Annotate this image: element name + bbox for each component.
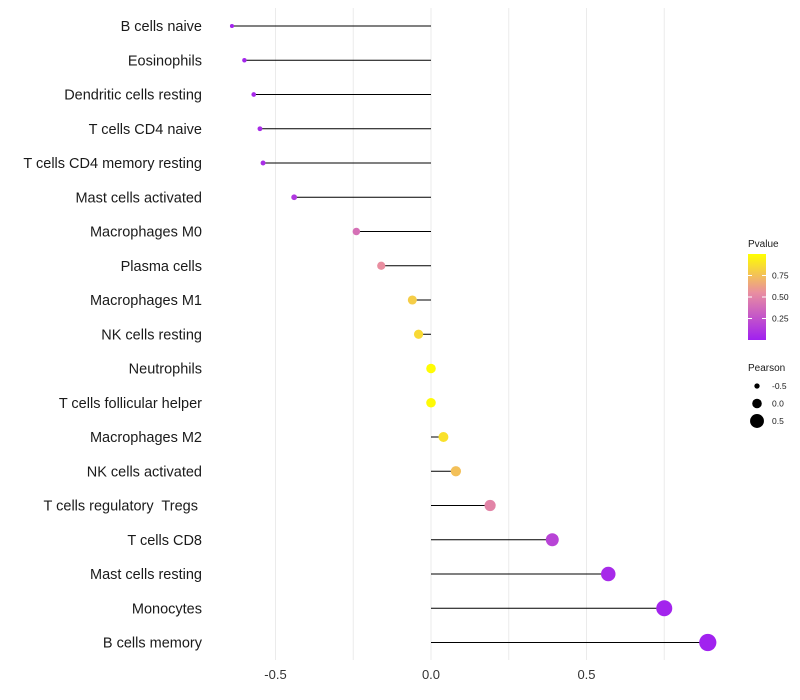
data-point (656, 600, 673, 617)
category-label: Macrophages M2 (90, 430, 202, 446)
data-point (377, 261, 386, 270)
x-tick-label: -0.5 (264, 667, 286, 682)
data-point (407, 295, 417, 305)
category-label: NK cells resting (101, 327, 202, 343)
legend-color-title: Pvalue (748, 239, 779, 250)
data-point (545, 533, 559, 547)
category-label: Dendritic cells resting (64, 88, 202, 104)
category-label: Mast cells activated (75, 190, 202, 206)
data-point (484, 499, 496, 512)
category-label: T cells regulatory Tregs (44, 499, 203, 515)
size-key-label: -0.5 (772, 381, 787, 391)
legend-size-keys: -0.5 0.0 0.5 (750, 381, 787, 428)
data-point (229, 23, 235, 29)
category-label: Macrophages M1 (90, 293, 202, 309)
x-tick-label: 0.5 (577, 667, 595, 682)
legend-size-title: Pearson (748, 363, 785, 374)
data-point (699, 633, 717, 652)
data-point (260, 160, 266, 166)
category-label: Mast cells resting (90, 567, 202, 583)
data-point (426, 397, 436, 408)
category-label: T cells CD8 (127, 533, 202, 549)
category-label: T cells follicular helper (59, 396, 202, 412)
category-label: T cells CD4 memory resting (23, 156, 202, 172)
category-label: Plasma cells (121, 259, 202, 275)
legend: Pvalue 0.25 0.50 0.75 Pearson -0.5 0.0 0.5 (748, 239, 789, 428)
stems (231, 25, 708, 643)
category-label: Eosinophils (128, 53, 202, 69)
size-key-label: 0.0 (772, 399, 784, 409)
x-axis-tick-labels: -0.5 0.0 0.5 (264, 667, 595, 682)
colorbar-tick-label: 0.75 (772, 271, 789, 281)
legend-colorbar (748, 254, 766, 340)
size-key (752, 398, 762, 409)
category-label: B cells naive (121, 19, 202, 35)
legend-colorbar-ticks: 0.25 0.50 0.75 (748, 271, 789, 324)
data-point (601, 566, 616, 582)
size-key-label: 0.5 (772, 416, 784, 426)
category-label: NK cells activated (87, 464, 202, 480)
data-point (257, 126, 263, 132)
data-point (450, 466, 462, 477)
points (229, 23, 717, 652)
size-key (750, 414, 764, 428)
x-tick-label: 0.0 (422, 667, 440, 682)
category-labels: B cells naive Eosinophils Dendritic cells … (23, 19, 202, 652)
category-label: Macrophages M0 (90, 225, 202, 241)
data-point (413, 329, 424, 339)
category-label: Neutrophils (129, 362, 202, 378)
category-label: Monocytes (132, 601, 202, 617)
size-key (754, 383, 760, 389)
data-point (352, 227, 361, 236)
colorbar-tick-label: 0.25 (772, 314, 789, 324)
category-label: B cells memory (103, 636, 203, 652)
data-point (242, 58, 247, 63)
data-point (251, 92, 257, 97)
colorbar-tick-label: 0.50 (772, 292, 789, 302)
category-label: T cells CD4 naive (89, 122, 202, 138)
data-point (291, 194, 298, 201)
grid-lines (275, 8, 665, 660)
data-point (438, 432, 449, 442)
data-point (426, 363, 436, 374)
